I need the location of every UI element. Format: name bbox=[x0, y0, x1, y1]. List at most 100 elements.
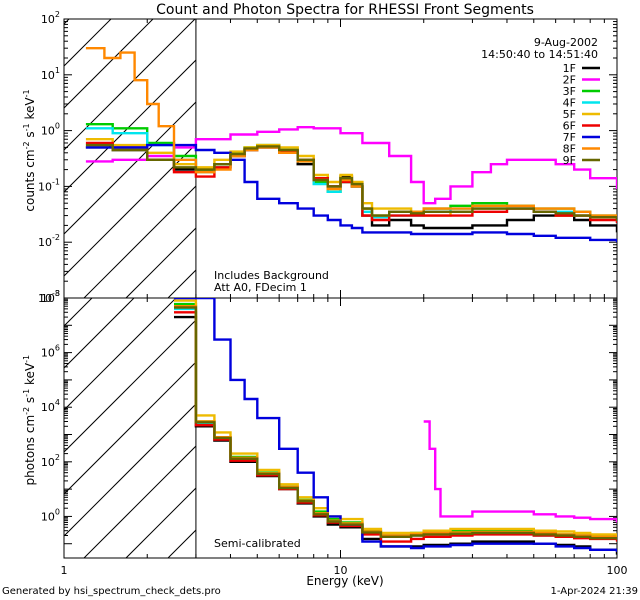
y-tick-exponent: 6 bbox=[55, 344, 60, 353]
bottom-series-group bbox=[174, 298, 617, 555]
y-tick-label: 104 bbox=[41, 398, 60, 414]
top-ylabel-sup: -1 bbox=[22, 89, 31, 97]
hatch-line bbox=[64, 361, 196, 495]
bottom-ylabel: photons cm-2 s-1 keV-1 photons cm-2 s-1 … bbox=[22, 355, 37, 501]
hatch-line bbox=[64, 298, 135, 369]
hatch-line bbox=[64, 319, 196, 453]
y-tick-label: 10-3 bbox=[38, 289, 60, 305]
y-tick-label: 106 bbox=[41, 344, 60, 360]
y-tick-exponent: 0 bbox=[55, 122, 60, 131]
legend-label-4F: 4F bbox=[563, 97, 576, 110]
y-tick-base: 10 bbox=[41, 510, 55, 523]
hatch-line bbox=[64, 19, 112, 67]
top-ylabel-part: counts cm bbox=[23, 149, 37, 211]
series-9F bbox=[174, 306, 617, 540]
y-tick-exponent: 4 bbox=[55, 398, 60, 407]
chart-title: Count and Photon Spectra for RHESSI Fron… bbox=[156, 2, 534, 18]
legend-label-5F: 5F bbox=[563, 108, 576, 121]
y-tick-exponent: 8 bbox=[55, 289, 60, 298]
y-tick-exponent: 2 bbox=[55, 10, 60, 19]
hatch-line bbox=[125, 227, 196, 298]
legend-label-3F: 3F bbox=[563, 85, 576, 98]
top-ylabel-text: counts cm-2 s-1 keV-1 counts cm-2 s-1 ke… bbox=[22, 89, 37, 226]
y-tick-exponent: 2 bbox=[55, 453, 60, 462]
y-tick-exponent: 1 bbox=[55, 66, 60, 75]
series-5F bbox=[174, 299, 617, 537]
top-ylabel-sup: -2 bbox=[22, 141, 31, 149]
top-series-group bbox=[85, 47, 617, 243]
hatch-line bbox=[420, 0, 640, 298]
footer-timestamp: 1-Apr-2024 21:39 bbox=[551, 586, 638, 597]
top-ylabel-bound: counts cm-2 s-1 keV-1 bbox=[32, 215, 35, 226]
series-4F bbox=[174, 307, 617, 540]
hatch-line bbox=[83, 445, 196, 558]
x-axis-label: Energy (keV) bbox=[306, 574, 383, 588]
x-tick-label: 100 bbox=[607, 564, 628, 577]
y-tick-base: 10 bbox=[38, 236, 52, 249]
hatch-line bbox=[0, 258, 6, 558]
y-tick-base: 10 bbox=[41, 125, 55, 138]
legend-label-1F: 1F bbox=[563, 62, 576, 75]
y-tick-label: 102 bbox=[41, 10, 60, 26]
hatch-line bbox=[252, 258, 552, 558]
bottom-ylabel-part: s bbox=[23, 397, 37, 407]
legend-label-7F: 7F bbox=[563, 131, 576, 144]
series-2F bbox=[85, 126, 617, 205]
y-tick-base: 10 bbox=[41, 69, 55, 82]
annotation-attenuator: Att A0, FDecim 1 bbox=[214, 281, 307, 294]
top-ylabel-part: keV bbox=[23, 97, 37, 124]
y-tick-exponent: -2 bbox=[52, 233, 60, 242]
y-tick-base: 10 bbox=[41, 456, 55, 469]
hatch-line bbox=[64, 101, 196, 235]
y-tick-base: 10 bbox=[38, 180, 52, 193]
series-3F bbox=[85, 123, 617, 220]
series-1F bbox=[174, 315, 617, 555]
bottom-ylabel-sup: -2 bbox=[22, 407, 31, 415]
legend-label-9F: 9F bbox=[563, 154, 576, 167]
legend-time-range: 14:50:40 to 14:51:40 bbox=[481, 48, 598, 61]
hatch-line bbox=[336, 258, 636, 558]
y-tick-base: 10 bbox=[41, 13, 55, 26]
y-tick-base: 10 bbox=[41, 401, 55, 414]
series-3F bbox=[174, 302, 617, 539]
series-8F bbox=[174, 305, 617, 539]
y-tick-base: 10 bbox=[38, 292, 52, 305]
y-tick-base: 10 bbox=[41, 292, 55, 305]
top-ylabel-part: s bbox=[23, 131, 37, 141]
bottom-ylabel-sup: -1 bbox=[22, 389, 31, 397]
y-tick-exponent: -1 bbox=[52, 177, 60, 186]
legend-label-2F: 2F bbox=[563, 74, 576, 87]
y-tick-label: 101 bbox=[41, 66, 60, 82]
footer-generator: Generated by hsi_spectrum_check_dets.pro bbox=[2, 586, 221, 597]
y-tick-exponent: -3 bbox=[52, 289, 60, 298]
y-tick-label: 100 bbox=[41, 507, 60, 523]
top-ylabel-sup: -1 bbox=[22, 123, 31, 131]
bottom-ylabel-part: photons cm bbox=[23, 415, 37, 486]
bottom-ylabel-bound: photons cm-2 s-1 keV-1 bbox=[32, 489, 35, 501]
annotation-background: Includes Background bbox=[214, 269, 329, 282]
hatch-line bbox=[125, 487, 196, 558]
legend-label-6F: 6F bbox=[563, 120, 576, 133]
annotation-semi-calibrated: Semi-calibrated bbox=[214, 537, 301, 550]
bottom-ylabel-text: photons cm-2 s-1 keV-1 photons cm-2 s-1 … bbox=[22, 355, 37, 501]
hatch-line bbox=[420, 258, 640, 558]
y-tick-label: 100 bbox=[41, 122, 60, 138]
y-tick-label: 10-1 bbox=[38, 177, 60, 193]
hatch-line bbox=[378, 258, 640, 558]
hatch-line bbox=[64, 19, 70, 25]
legend-label-8F: 8F bbox=[563, 143, 576, 156]
hatch-line bbox=[64, 19, 196, 151]
hatch-line bbox=[64, 19, 154, 109]
y-tick-label: 10-2 bbox=[38, 233, 60, 249]
top-ylabel: counts cm-2 s-1 keV-1 counts cm-2 s-1 ke… bbox=[22, 89, 37, 226]
hatch-line bbox=[64, 403, 196, 537]
y-tick-base: 10 bbox=[41, 347, 55, 360]
bottom-ylabel-sup: -1 bbox=[22, 355, 31, 363]
series-9F bbox=[85, 143, 617, 221]
hatch-line bbox=[210, 258, 510, 558]
y-tick-exponent: 0 bbox=[55, 507, 60, 516]
